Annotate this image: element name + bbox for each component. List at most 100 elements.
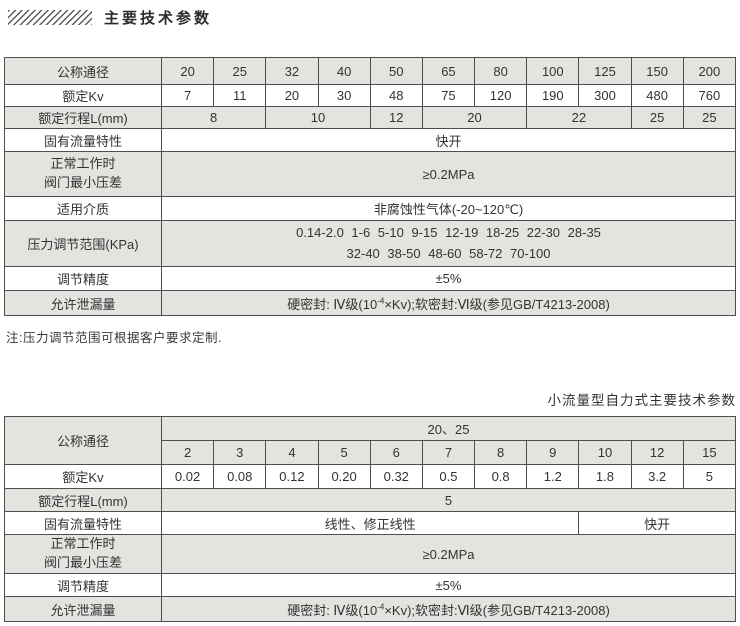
flow-row: 固有流量特性 线性、修正线性 快开	[4, 511, 736, 535]
kv-value: 30	[317, 84, 371, 107]
medium-value: 非腐蚀性气体(-20~120℃)	[161, 196, 736, 221]
kv-value: 20	[265, 84, 319, 107]
main-params-table: 公称通径 20 25 32 40 50 65 80 100 125 150 20…	[4, 57, 737, 316]
kv-value: 0.8	[474, 464, 528, 489]
kv-value: 0.5	[421, 464, 476, 489]
row-label-stroke: 额定行程L(mm)	[4, 106, 162, 129]
dn-row: 公称通径 20 25 32 40 50 65 80 100 125 150 20…	[4, 57, 737, 85]
pressure-range-line: 32-40 38-50 48-60 58-72 70-100	[346, 245, 551, 261]
kv-value: 0.08	[213, 464, 267, 489]
dn-value: 3	[213, 440, 267, 465]
kv-value: 75	[421, 84, 476, 107]
section-header: 主要技术参数	[0, 0, 740, 27]
pressure-range-line: 0.14-2.0 1-6 5-10 9-15 12-19 18-25 22-30…	[296, 225, 601, 241]
min-pressure-diff-value: ≥0.2MPa	[161, 151, 736, 197]
min-pressure-diff-row: 正常工作时 阀门最小压差 ≥0.2MPa	[4, 534, 736, 574]
kv-value: 1.8	[578, 464, 632, 489]
stroke-row: 额定行程L(mm) 8 10 12 20 22 25 25	[4, 106, 737, 129]
leakage-row: 允许泄漏量 硬密封: Ⅳ级(10-4×Kv);软密封:Ⅵ级(参见GB/T4213…	[4, 290, 736, 316]
row-label-kv: 额定Kv	[4, 464, 162, 489]
row-label-medium: 适用介质	[4, 196, 162, 221]
dn-value: 65	[421, 57, 476, 85]
dn-value: 25	[213, 57, 267, 85]
kv-value: 11	[213, 84, 267, 107]
flow-linear-value: 线性、修正线性	[160, 511, 580, 535]
section-title: 主要技术参数	[104, 9, 213, 27]
accuracy-value: ±5%	[161, 266, 736, 291]
kv-value: 760	[682, 84, 737, 107]
row-label-accuracy: 调节精度	[4, 266, 162, 291]
kv-value: 48	[369, 84, 423, 107]
flow-row: 固有流量特性 快开	[4, 128, 736, 152]
pressure-range-value: 0.14-2.0 1-6 5-10 9-15 12-19 18-25 22-30…	[161, 220, 736, 267]
dn-value: 8	[474, 440, 528, 465]
stroke-value: 10	[265, 106, 371, 129]
leakage-value: 硬密封: Ⅳ级(10-4×Kv);软密封:Ⅵ级(参见GB/T4213-2008)	[161, 290, 736, 316]
leakage-text: ×Kv);软密封:Ⅵ级(参见GB/T4213-2008)	[384, 296, 610, 312]
dn-value: 200	[682, 57, 737, 85]
leakage-value: 硬密封: Ⅳ级(10-4×Kv);软密封:Ⅵ级(参见GB/T4213-2008)	[161, 596, 736, 622]
stroke-value: 20	[421, 106, 528, 129]
dn-value: 100	[526, 57, 580, 85]
dn-value: 6	[369, 440, 423, 465]
stroke-value: 12	[369, 106, 423, 129]
stroke-value: 25	[682, 106, 737, 129]
row-label-leakage: 允许泄漏量	[4, 290, 162, 316]
label-line: 正常工作时	[50, 536, 116, 552]
kv-value: 7	[160, 84, 215, 107]
flow-value: 快开	[161, 128, 736, 152]
hatch-stripes-icon	[8, 9, 92, 25]
accuracy-row: 调节精度 ±5%	[4, 266, 736, 291]
row-label-stroke: 额定行程L(mm)	[4, 488, 162, 512]
stroke-row: 额定行程L(mm) 5	[4, 488, 736, 512]
stroke-value: 5	[161, 488, 736, 512]
medium-row: 适用介质 非腐蚀性气体(-20~120℃)	[4, 196, 736, 221]
row-label-dn: 公称通径	[4, 416, 162, 465]
kv-value: 3.2	[630, 464, 684, 489]
stroke-value: 25	[630, 106, 684, 129]
kv-row: 额定Kv 0.02 0.08 0.12 0.20 0.32 0.5 0.8 1.…	[4, 464, 737, 489]
label-line: 阀门最小压差	[43, 555, 122, 570]
dn-value: 40	[317, 57, 371, 85]
dn-value: 20	[160, 57, 215, 85]
label-line: 阀门最小压差	[43, 175, 122, 190]
row-label-flow: 固有流量特性	[4, 511, 162, 535]
row-label-leakage: 允许泄漏量	[4, 596, 162, 622]
dn-value: 2	[160, 440, 215, 465]
flow-quick-value: 快开	[578, 511, 736, 535]
dn-value: 9	[526, 440, 580, 465]
dn-group-row: 公称通径 20、25	[4, 416, 736, 465]
stroke-value: 8	[160, 106, 267, 129]
dn-value: 80	[474, 57, 528, 85]
pressure-range-row: 压力调节范围(KPa) 0.14-2.0 1-6 5-10 9-15 12-19…	[4, 220, 736, 267]
superscript-exponent: -4	[377, 296, 385, 306]
kv-value: 1.2	[526, 464, 580, 489]
stroke-value: 22	[526, 106, 632, 129]
kv-value: 0.02	[160, 464, 215, 489]
kv-value: 5	[682, 464, 737, 489]
kv-value: 0.32	[369, 464, 423, 489]
row-label-min-pressure-diff: 正常工作时 阀门最小压差	[4, 151, 162, 197]
dn-value: 5	[317, 440, 371, 465]
dn-value: 10	[578, 440, 632, 465]
accuracy-row: 调节精度 ±5%	[4, 573, 736, 597]
small-flow-table-title: 小流量型自力式主要技术参数	[547, 393, 736, 408]
table-note: 注:压力调节范围可根据客户要求定制.	[6, 331, 222, 345]
dn-value: 150	[630, 57, 684, 85]
leakage-text: 硬密封: Ⅳ级(10	[287, 602, 378, 618]
small-flow-params-table: 公称通径 20、25 2 3 4 5 6 7 8 9 10 12 15 额定Kv…	[4, 416, 737, 622]
dn-value: 15	[682, 440, 737, 465]
kv-value: 0.20	[317, 464, 371, 489]
dn-value: 125	[578, 57, 632, 85]
superscript-exponent: -4	[377, 602, 385, 612]
dn-value: 4	[265, 440, 319, 465]
accuracy-value: ±5%	[161, 573, 736, 597]
kv-row: 额定Kv 7 11 20 30 48 75 120 190 300 480 76…	[4, 84, 737, 107]
kv-value: 300	[578, 84, 632, 107]
kv-value: 480	[630, 84, 684, 107]
leakage-text: 硬密封: Ⅳ级(10	[287, 296, 378, 312]
row-label-flow: 固有流量特性	[4, 128, 162, 152]
leakage-text: ×Kv);软密封:Ⅵ级(参见GB/T4213-2008)	[384, 602, 610, 618]
label-line: 正常工作时	[50, 156, 116, 172]
